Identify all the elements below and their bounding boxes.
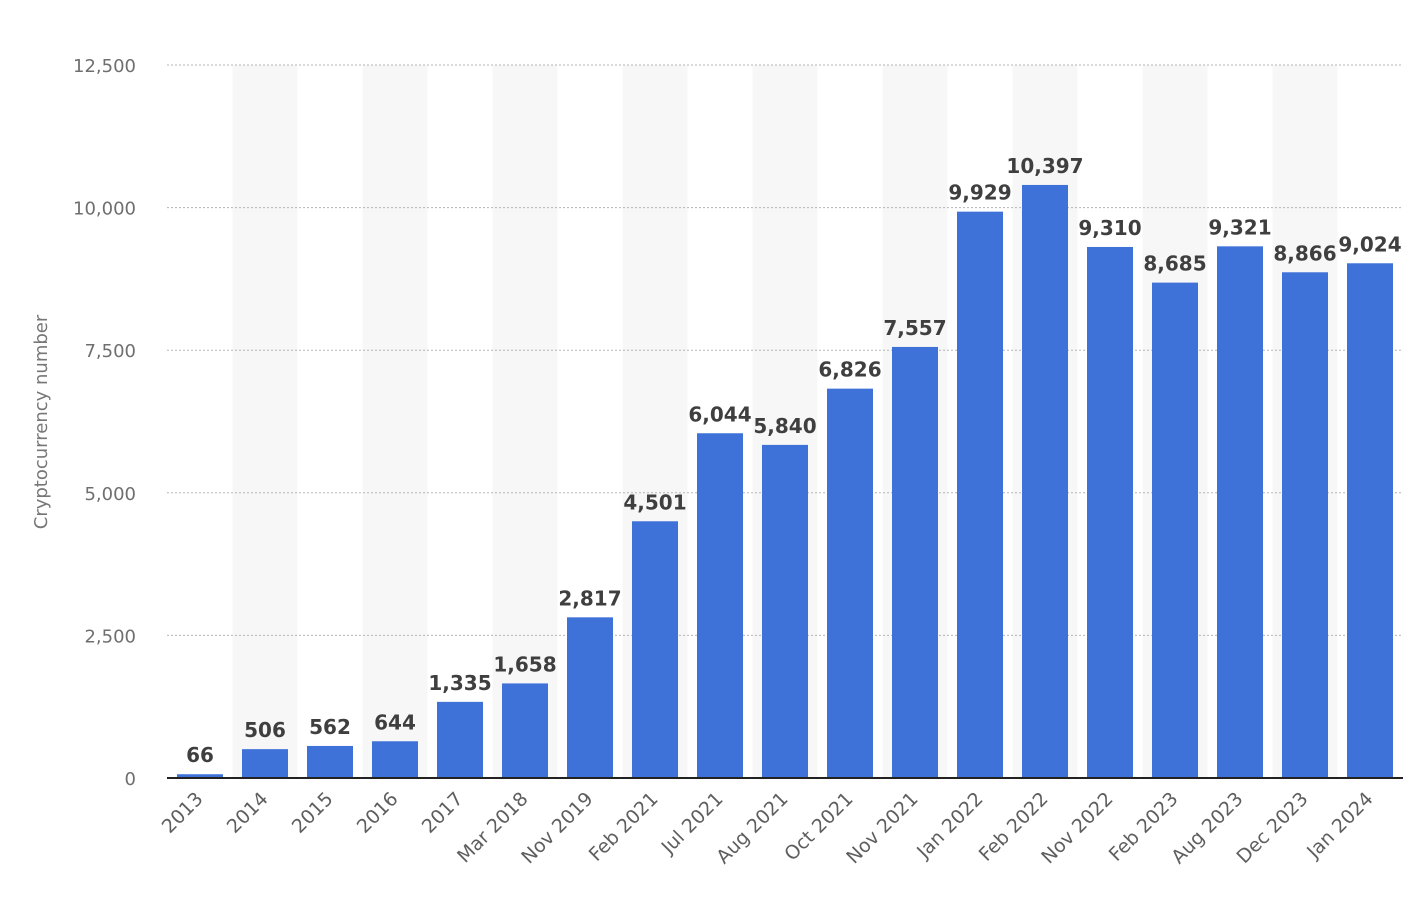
data-label: 9,321 [1208,215,1271,239]
x-tick-label: 2016 [353,788,403,838]
bar[interactable] [1087,246,1133,779]
bar[interactable] [502,683,548,778]
data-label: 4,501 [623,490,686,514]
bar[interactable] [177,774,223,778]
bar[interactable] [1022,184,1068,778]
bar[interactable] [1152,282,1198,778]
x-tick-label: 2015 [288,788,338,838]
y-axis-ticks: 0 2,500 5,000 7,500 10,000 12,500 [73,56,136,790]
background-band [362,65,428,778]
data-label: 66 [186,743,214,767]
y-tick-label: 2,500 [84,626,136,647]
bar[interactable] [307,745,353,778]
data-label: 644 [374,710,416,734]
bar[interactable] [1347,263,1393,779]
x-tick-label: Dec 2023 [1233,788,1313,868]
bar[interactable] [632,521,678,778]
data-label: 8,685 [1143,252,1206,276]
data-label: 7,557 [883,316,946,340]
y-tick-label: 0 [125,769,136,790]
x-tick-label: Nov 2021 [842,788,922,868]
data-label: 2,817 [558,586,621,610]
data-label: 9,024 [1338,232,1401,256]
y-tick-label: 12,500 [73,56,136,77]
data-label: 562 [309,715,351,739]
data-label: 10,397 [1006,154,1083,178]
x-tick-label: 2014 [223,788,273,838]
data-label: 506 [244,718,286,742]
x-tick-label: Nov 2019 [517,788,597,868]
bar[interactable] [1217,246,1263,779]
data-label: 1,335 [428,671,491,695]
y-tick-label: 7,500 [84,341,136,362]
x-tick-label: 2017 [418,788,468,838]
bar[interactable] [827,388,873,778]
data-label: 1,658 [493,652,556,676]
x-tick-label: Aug 2021 [712,788,792,868]
bar[interactable] [242,749,288,778]
bar[interactable] [697,433,743,778]
bar[interactable] [567,617,613,778]
bar[interactable] [892,346,938,778]
bar[interactable] [1282,272,1328,778]
y-tick-label: 5,000 [84,484,136,505]
data-label: 6,826 [818,358,881,382]
data-label: 6,044 [688,402,751,426]
data-label: 9,929 [948,181,1011,205]
background-band [232,65,298,778]
bars-group [177,184,1393,779]
y-tick-label: 10,000 [73,199,136,220]
background-band [492,65,558,778]
data-label: 9,310 [1078,216,1141,240]
x-tick-label: Jan 2024 [1302,788,1377,863]
y-axis-label: Cryptocurrency number [31,314,52,529]
x-tick-label: 2013 [158,788,208,838]
bar[interactable] [372,741,418,778]
x-tick-label: Nov 2022 [1037,788,1117,868]
bar[interactable] [762,444,808,778]
bar[interactable] [437,701,483,778]
x-tick-label: Feb 2021 [585,788,663,866]
data-label: 8,866 [1273,241,1336,265]
bar[interactable] [957,211,1003,778]
data-label: 5,840 [753,414,816,438]
